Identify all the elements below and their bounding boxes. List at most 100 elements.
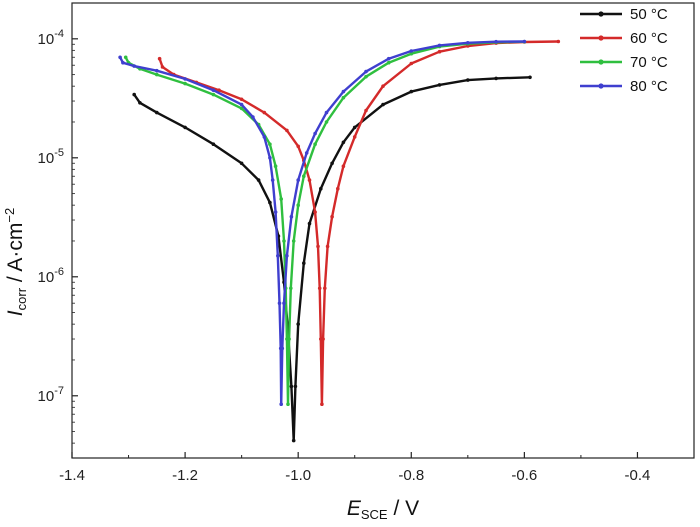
data-point xyxy=(183,77,187,81)
data-point xyxy=(262,110,267,115)
data-point xyxy=(251,115,255,119)
data-point xyxy=(437,43,442,48)
data-point xyxy=(285,254,289,258)
data-point xyxy=(282,301,286,306)
data-point xyxy=(323,286,327,291)
data-point xyxy=(286,402,290,407)
data-point xyxy=(313,142,317,146)
data-point xyxy=(268,156,272,160)
data-point xyxy=(211,142,216,146)
legend: 50 °C 60 °C 70 °C 80 °C xyxy=(580,6,668,95)
x-tick-label: -0.8 xyxy=(398,467,424,484)
data-point xyxy=(307,221,312,226)
data-point xyxy=(262,135,267,139)
data-point xyxy=(352,135,357,139)
data-point xyxy=(364,69,368,74)
y-tick-label: 10-7 xyxy=(38,385,64,405)
data-point xyxy=(289,384,294,389)
data-point xyxy=(121,60,125,65)
data-point xyxy=(341,89,346,94)
data-point xyxy=(386,56,391,61)
y-axis-title: Icorr / A·cm−2 xyxy=(2,208,29,316)
plot-frame xyxy=(71,2,695,459)
data-point xyxy=(341,95,346,100)
data-point xyxy=(155,68,159,73)
data-point xyxy=(268,200,272,205)
data-point xyxy=(279,402,284,407)
data-point xyxy=(330,214,334,219)
data-point xyxy=(466,41,470,45)
data-point xyxy=(118,55,122,60)
data-point xyxy=(276,254,280,258)
data-point xyxy=(409,49,414,53)
x-tick-label: -1.2 xyxy=(172,467,198,484)
data-point xyxy=(381,84,385,88)
data-point xyxy=(316,244,320,249)
data-point xyxy=(330,161,334,166)
data-point xyxy=(138,101,142,105)
data-point xyxy=(211,92,216,97)
x-tick-label: -0.6 xyxy=(511,467,537,484)
data-point xyxy=(287,337,291,341)
data-point xyxy=(409,61,414,66)
x-axis-title: ESCE / V xyxy=(347,497,419,522)
data-point xyxy=(285,128,289,133)
data-point xyxy=(386,60,391,65)
data-point xyxy=(528,75,532,80)
legend-label: 70 °C xyxy=(630,54,668,71)
x-tick-label: -0.4 xyxy=(625,467,651,484)
series-line xyxy=(133,76,531,442)
data-point xyxy=(160,65,165,69)
data-point xyxy=(239,102,244,107)
data-point xyxy=(289,214,294,219)
data-point xyxy=(291,239,296,243)
data-point xyxy=(239,106,244,111)
data-point xyxy=(132,64,136,68)
legend-label: 80 °C xyxy=(630,78,668,95)
data-point xyxy=(123,55,128,60)
legend-swatch-marker xyxy=(598,11,604,17)
data-point xyxy=(437,83,442,87)
data-point xyxy=(239,97,244,102)
data-point xyxy=(296,203,301,207)
data-point xyxy=(336,186,340,191)
data-point xyxy=(280,346,285,351)
data-point xyxy=(302,261,306,266)
data-point xyxy=(183,81,187,86)
data-point xyxy=(494,76,498,81)
data-point xyxy=(291,438,296,443)
data-point xyxy=(270,178,275,182)
data-point xyxy=(307,178,312,182)
legend-item: 80 °C xyxy=(580,78,668,95)
data-point xyxy=(364,74,368,79)
series-line xyxy=(124,40,525,406)
data-point xyxy=(409,51,414,56)
y-tick-label: 10-6 xyxy=(38,266,64,286)
data-point xyxy=(381,102,385,107)
y-tick-label: 10-5 xyxy=(38,147,64,167)
data-point xyxy=(296,178,301,182)
series-line xyxy=(119,40,525,406)
data-point xyxy=(211,88,216,92)
data-point xyxy=(324,120,329,124)
legend-swatch-marker xyxy=(598,35,604,41)
series-4 xyxy=(118,39,527,407)
data-point xyxy=(296,144,301,149)
data-point xyxy=(321,337,325,341)
data-point xyxy=(155,110,159,115)
legend-swatch-marker xyxy=(598,59,604,65)
data-point xyxy=(317,286,322,291)
data-point xyxy=(364,108,368,113)
y-axis-ticks: 10-7 10-6 10-5 10-4 xyxy=(38,2,78,459)
data-point xyxy=(352,125,357,130)
data-point xyxy=(217,88,221,92)
data-point xyxy=(302,174,306,178)
data-point xyxy=(273,210,278,214)
data-point xyxy=(437,49,442,54)
data-point xyxy=(341,164,346,168)
data-point xyxy=(409,89,414,94)
x-tick-label: -1.4 xyxy=(59,467,85,484)
legend-label: 50 °C xyxy=(630,6,668,23)
series-2 xyxy=(157,39,561,407)
